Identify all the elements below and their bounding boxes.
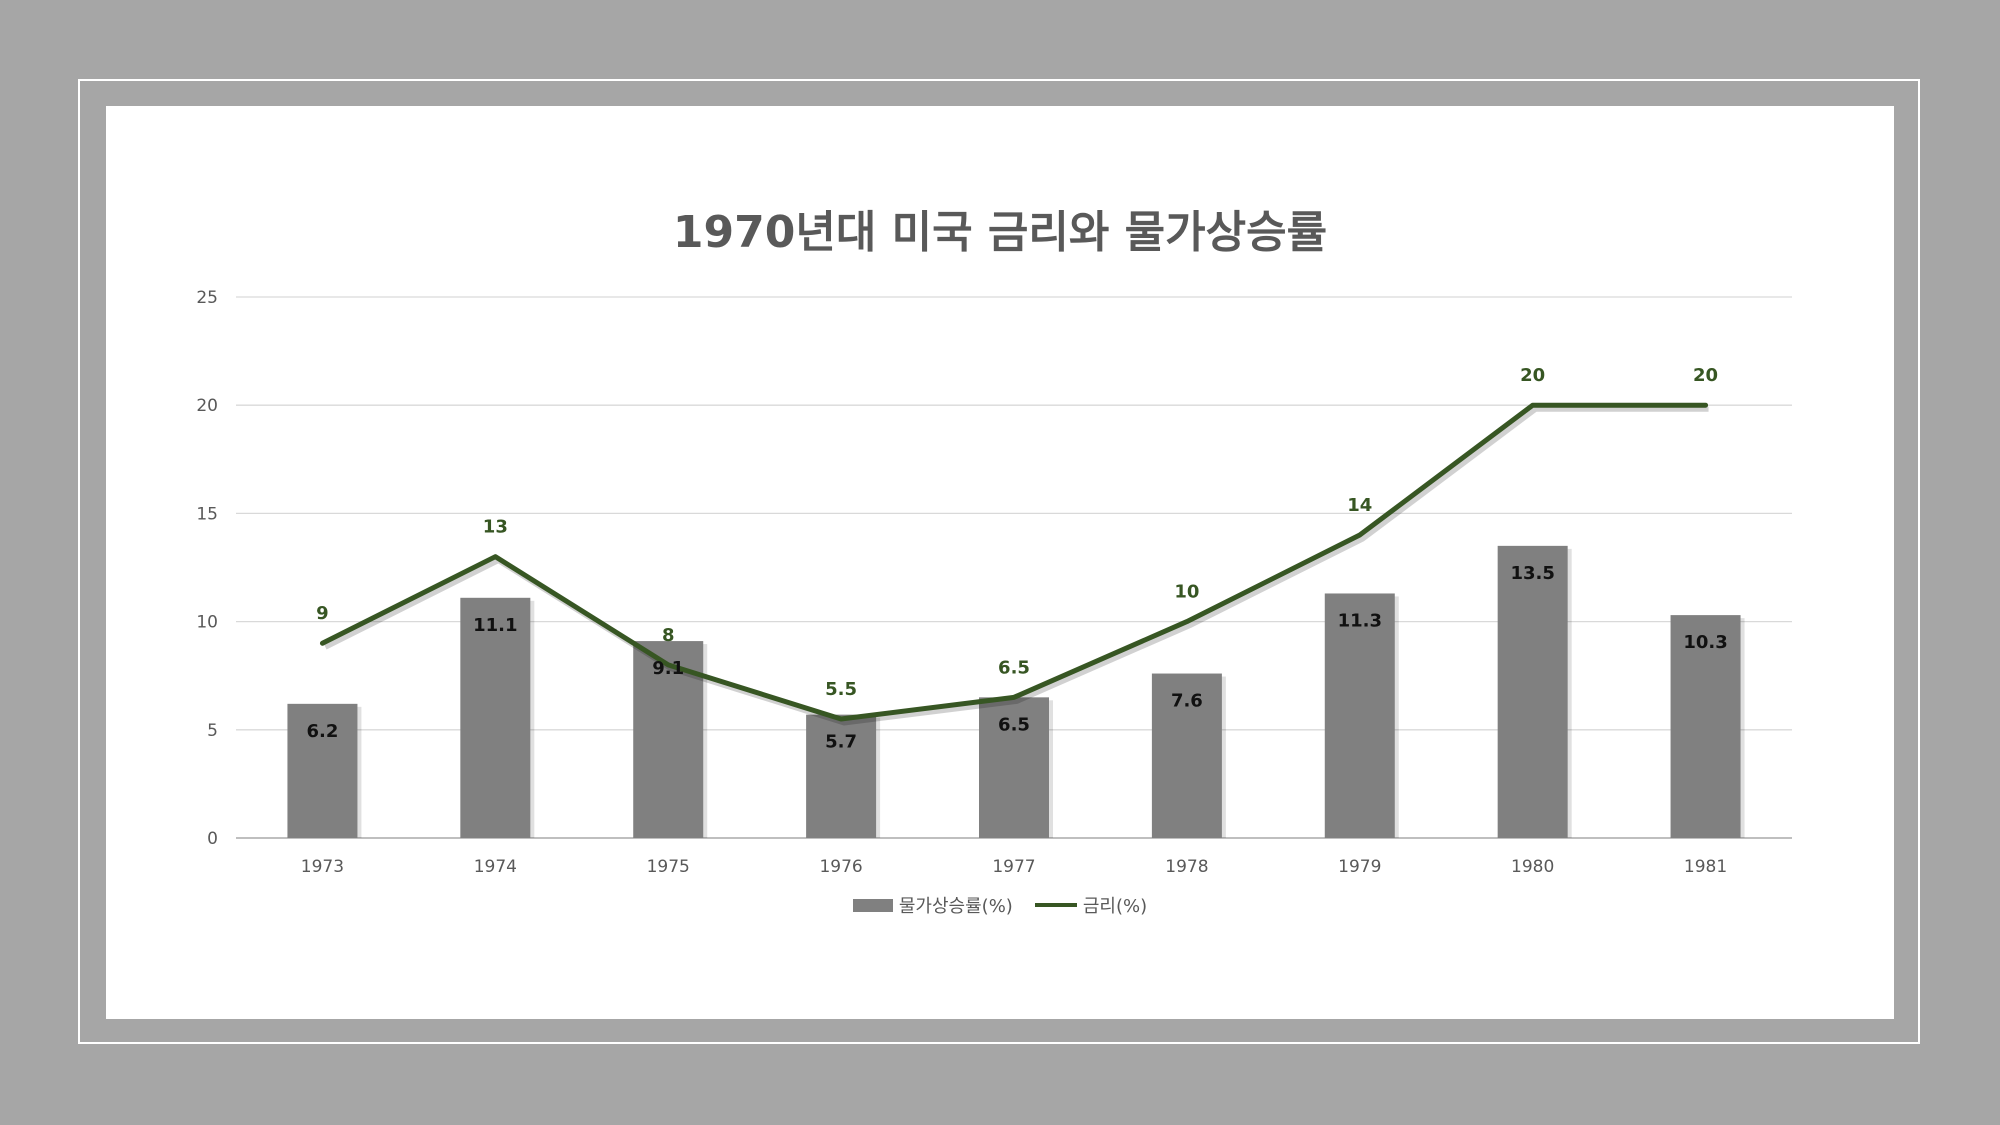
y-tick-label: 15 [196, 504, 218, 524]
legend: 물가상승률(%) 금리(%) [0, 892, 2000, 918]
x-tick-label: 1975 [647, 857, 690, 877]
legend-item-interest[interactable]: 금리(%) [1034, 892, 1148, 918]
x-tick-label: 1977 [992, 857, 1035, 877]
bar-1977 [979, 697, 1049, 838]
line-value-label: 13 [483, 517, 508, 538]
bar-value-label: 6.2 [306, 721, 338, 742]
y-tick-label: 5 [207, 721, 218, 741]
line-value-label: 20 [1520, 365, 1545, 386]
line-interest [319, 402, 1709, 722]
y-tick-label: 0 [207, 829, 218, 849]
line-series [319, 402, 1709, 726]
bar-value-label: 11.1 [473, 615, 517, 636]
bar-1978 [1151, 673, 1222, 838]
legend-label-inflation: 물가상승률(%) [898, 896, 1013, 917]
x-tick-label: 1979 [1338, 857, 1381, 877]
line-value-label: 9 [316, 603, 329, 624]
chart-title: 1970년대 미국 금리와 물가상승률 [672, 207, 1328, 258]
bar-series [287, 545, 1745, 838]
line-value-label: 6.5 [998, 657, 1030, 678]
bar-value-label: 9.1 [652, 658, 684, 679]
line-value-label: 20 [1693, 365, 1718, 386]
bar-1974 [460, 597, 531, 838]
line-value-label: 10 [1174, 582, 1199, 603]
legend-item-inflation[interactable]: 물가상승률(%) [852, 892, 1013, 918]
x-axis-ticks: 1973 1974 1975 1976 1977 1978 1979 1980 1981 [301, 857, 1727, 877]
y-tick-label: 20 [196, 396, 218, 416]
y-tick-label: 25 [196, 288, 218, 308]
x-tick-label: 1978 [1165, 857, 1208, 877]
bar-value-label: 11.3 [1338, 610, 1382, 631]
bar-1979 [1324, 593, 1395, 838]
bar-value-label: 10.3 [1683, 632, 1727, 653]
line-value-label: 8 [662, 625, 675, 646]
chart-panel [106, 106, 1894, 1019]
legend-label-interest: 금리(%) [1082, 896, 1148, 917]
y-axis-ticks: 0 5 10 15 20 25 [196, 288, 218, 849]
bar-1981 [1670, 615, 1741, 838]
data-labels: 6.2 11.1 9.1 5.7 6.5 7.6 11.3 13.5 10.3 9 13 8 5.5 6.… [306, 365, 1727, 752]
x-tick-label: 1976 [819, 857, 862, 877]
x-tick-label: 1980 [1511, 857, 1554, 877]
y-tick-label: 10 [196, 613, 218, 633]
bar-value-label: 6.5 [998, 714, 1030, 735]
x-tick-label: 1981 [1684, 857, 1727, 877]
bar-value-label: 5.7 [825, 732, 857, 753]
bar-value-label: 13.5 [1510, 563, 1554, 584]
line-value-label: 14 [1347, 495, 1372, 516]
bar-1973 [287, 703, 358, 838]
bar-1976 [806, 714, 877, 838]
legend-swatch-line [1034, 903, 1077, 907]
line-value-label: 5.5 [825, 679, 857, 700]
bar-1980 [1497, 545, 1568, 838]
legend-swatch-bar [852, 898, 893, 912]
x-tick-label: 1974 [474, 857, 517, 877]
bar-value-label: 7.6 [1171, 691, 1203, 712]
x-tick-label: 1973 [301, 857, 344, 877]
outer-frame [78, 79, 1920, 1044]
